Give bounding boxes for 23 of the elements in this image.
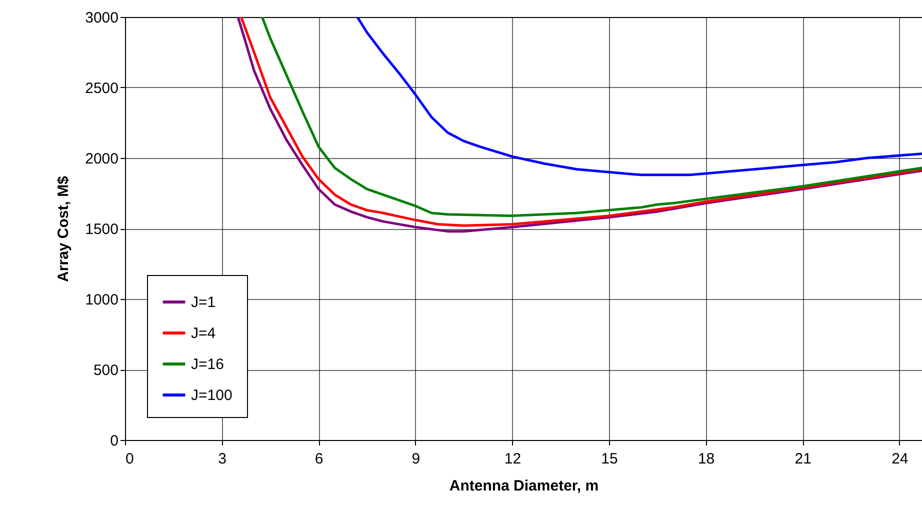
x-tick-label: 0	[126, 450, 134, 468]
x-axis-title: Antenna Diameter, m	[449, 478, 599, 494]
legend-label: J=16	[191, 356, 224, 373]
y-tick-label: 2500	[85, 80, 118, 97]
line-series	[356, 17, 922, 176]
y-tick-label: 500	[93, 362, 118, 379]
legend-label: J=100	[191, 387, 232, 404]
y-tick-label: 2000	[85, 150, 118, 168]
y-tick-label: 1000	[85, 292, 118, 308]
x-tick-label: 6	[314, 450, 324, 468]
y-tick-label: 1500	[85, 221, 118, 238]
y-tick-label: 0	[110, 432, 118, 450]
legend-label: J=4	[191, 325, 216, 342]
x-tick-label: 12	[504, 450, 522, 468]
x-tick-label: 21	[794, 450, 812, 468]
y-tick-label: 3000	[85, 10, 118, 26]
x-tick-label: 24	[892, 450, 908, 468]
x-tick-label: 18	[698, 450, 715, 468]
y-axis-title: Array Cost, M$	[55, 175, 72, 282]
x-tick-label: 9	[412, 450, 420, 468]
x-tick-label: 15	[601, 450, 618, 468]
legend-label: J=1	[191, 294, 216, 311]
x-tick-label: 3	[218, 450, 226, 468]
